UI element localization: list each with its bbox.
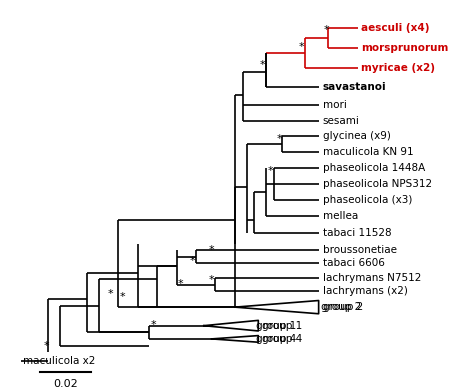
Text: phaseolicola (x3): phaseolicola (x3) xyxy=(323,195,412,205)
Text: *: * xyxy=(107,289,113,299)
Text: *: * xyxy=(43,341,49,351)
Text: lachrymans N7512: lachrymans N7512 xyxy=(323,273,421,283)
Text: 0.02: 0.02 xyxy=(53,379,78,388)
Text: maculicola x2: maculicola x2 xyxy=(23,356,95,366)
Text: *: * xyxy=(189,256,195,266)
Text: mellea: mellea xyxy=(323,211,358,221)
Text: phaseolicola 1448A: phaseolicola 1448A xyxy=(323,163,425,173)
Text: broussonetiae: broussonetiae xyxy=(323,245,396,255)
Text: glycinea (x9): glycinea (x9) xyxy=(323,131,390,142)
Text: group 4: group 4 xyxy=(256,334,297,344)
Text: phaseolicola NPS312: phaseolicola NPS312 xyxy=(323,179,432,189)
Text: savastanoi: savastanoi xyxy=(323,82,386,92)
Text: morsprunorum: morsprunorum xyxy=(361,43,449,53)
Text: *: * xyxy=(209,275,214,285)
Text: *: * xyxy=(209,245,214,255)
Text: group 4: group 4 xyxy=(262,334,303,344)
Text: maculicola KN 91: maculicola KN 91 xyxy=(323,147,413,157)
Text: mori: mori xyxy=(323,99,347,110)
Text: *: * xyxy=(324,25,329,35)
Text: *: * xyxy=(267,166,273,176)
Text: group 1: group 1 xyxy=(262,321,303,331)
Text: *: * xyxy=(150,320,156,330)
Text: lachrymans (x2): lachrymans (x2) xyxy=(323,286,407,296)
Text: tabaci 11528: tabaci 11528 xyxy=(323,228,391,238)
Text: *: * xyxy=(119,292,125,302)
Text: aesculi (x4): aesculi (x4) xyxy=(361,23,430,33)
Text: *: * xyxy=(259,60,265,70)
Text: group 2: group 2 xyxy=(323,302,363,312)
Text: group 1: group 1 xyxy=(256,321,297,331)
Text: *: * xyxy=(298,42,304,52)
Text: group 2: group 2 xyxy=(320,302,361,312)
Text: sesami: sesami xyxy=(323,115,360,126)
Text: *: * xyxy=(277,134,283,144)
Text: tabaci 6606: tabaci 6606 xyxy=(323,259,384,268)
Text: myricae (x2): myricae (x2) xyxy=(361,62,435,73)
Text: *: * xyxy=(177,278,183,289)
